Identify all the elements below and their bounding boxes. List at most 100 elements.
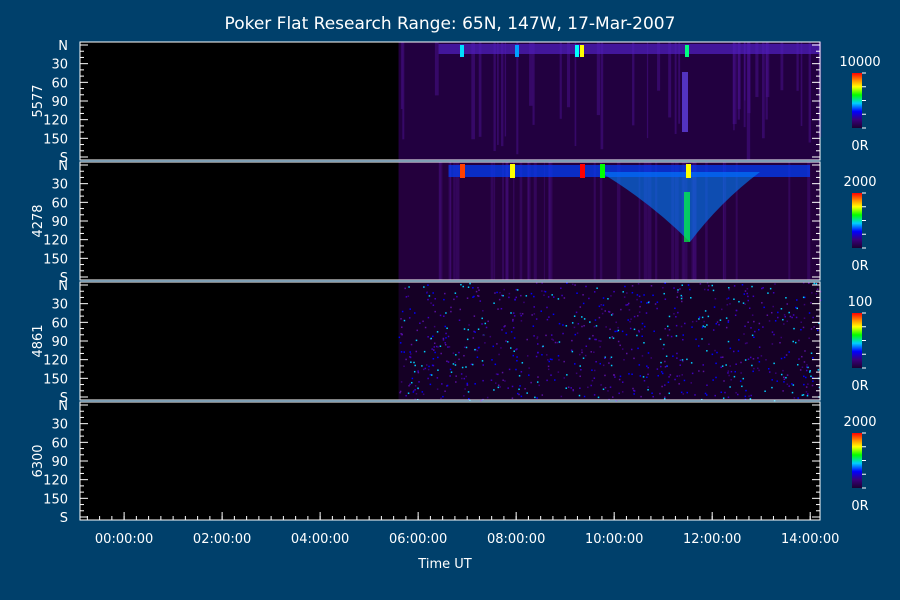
noise-pixel — [535, 355, 538, 358]
noise-pixel — [707, 315, 710, 318]
noise-pixel — [619, 344, 621, 347]
noise-pixel — [676, 375, 678, 377]
noise-pixel — [785, 354, 788, 356]
noise-pixel — [664, 384, 666, 386]
noise-pixel — [707, 289, 709, 291]
noise-pixel — [518, 388, 520, 391]
noise-pixel — [652, 395, 654, 398]
noise-pixel — [803, 303, 806, 306]
noise-pixel — [808, 282, 810, 285]
intensity-streak — [497, 42, 499, 145]
noise-pixel — [432, 335, 434, 338]
chart-title: Poker Flat Research Range: 65N, 147W, 17… — [225, 14, 676, 34]
intensity-streak — [527, 162, 531, 280]
noise-pixel — [497, 308, 499, 310]
noise-pixel — [680, 325, 683, 328]
noise-pixel — [730, 378, 732, 381]
noise-pixel — [500, 294, 503, 297]
noise-pixel — [501, 371, 504, 374]
noise-pixel — [447, 346, 449, 348]
noise-pixel — [446, 384, 449, 387]
noise-pixel — [494, 363, 497, 366]
noise-pixel — [713, 306, 716, 308]
noise-pixel — [548, 360, 550, 363]
noise-pixel — [660, 365, 662, 368]
noise-pixel — [801, 355, 803, 358]
noise-pixel — [600, 384, 602, 386]
noise-pixel — [773, 399, 776, 402]
noise-pixel — [478, 289, 480, 291]
noise-pixel — [712, 289, 715, 292]
noise-pixel — [609, 357, 612, 360]
noise-pixel — [475, 290, 478, 293]
noise-pixel — [489, 335, 492, 338]
noise-pixel — [581, 351, 583, 354]
noise-pixel — [633, 328, 636, 331]
noise-pixel — [414, 398, 416, 401]
intensity-streak — [788, 162, 791, 280]
intensity-streak — [501, 42, 504, 147]
y-tick-label: 120 — [43, 234, 68, 249]
noise-pixel — [780, 373, 783, 376]
noise-pixel — [598, 340, 600, 342]
noise-pixel — [762, 287, 764, 289]
noise-pixel — [664, 298, 667, 300]
noise-pixel — [608, 362, 610, 364]
noise-pixel — [784, 315, 786, 318]
noise-pixel — [714, 394, 716, 397]
noise-pixel — [626, 292, 628, 294]
noise-pixel — [515, 368, 517, 371]
noise-pixel — [418, 381, 420, 383]
noise-pixel — [737, 350, 740, 352]
noise-pixel — [422, 393, 425, 396]
noise-pixel — [668, 392, 671, 395]
x-tick-label: 08:00:00 — [487, 532, 545, 547]
noise-pixel — [466, 297, 469, 299]
noise-pixel — [777, 316, 779, 319]
noise-pixel — [541, 282, 543, 285]
noise-pixel — [570, 387, 572, 389]
noise-pixel — [482, 364, 484, 366]
noise-pixel — [729, 386, 731, 388]
noise-pixel — [550, 374, 552, 376]
y-tick-label: N — [58, 279, 68, 294]
noise-pixel — [679, 359, 682, 361]
noise-pixel — [497, 384, 500, 387]
noise-pixel — [400, 381, 403, 383]
intensity-field — [398, 162, 820, 280]
noise-pixel — [570, 349, 573, 352]
noise-pixel — [726, 298, 728, 300]
y-tick-label: 150 — [43, 372, 68, 387]
intensity-band — [438, 44, 820, 54]
noise-pixel — [479, 300, 482, 302]
noise-pixel — [474, 348, 476, 351]
noise-pixel — [582, 302, 585, 305]
noise-pixel — [408, 317, 411, 319]
noise-pixel — [735, 363, 737, 365]
noise-pixel — [812, 380, 814, 382]
noise-pixel — [676, 352, 678, 355]
noise-pixel — [667, 334, 669, 337]
noise-pixel — [716, 351, 718, 354]
intensity-streak — [722, 162, 724, 280]
noise-pixel — [545, 334, 547, 337]
noise-pixel — [595, 325, 598, 327]
noise-pixel — [536, 397, 538, 399]
noise-pixel — [602, 297, 605, 299]
colorbar-min-label: 0R — [851, 379, 868, 394]
noise-pixel — [423, 286, 425, 288]
noise-pixel — [797, 397, 799, 399]
noise-pixel — [467, 328, 470, 331]
noise-pixel — [735, 309, 738, 312]
noise-pixel — [472, 287, 474, 289]
noise-pixel — [647, 366, 649, 369]
noise-pixel — [663, 292, 665, 295]
noise-pixel — [647, 386, 649, 388]
noise-pixel — [638, 311, 641, 313]
noise-pixel — [747, 321, 749, 323]
noise-pixel — [502, 294, 504, 297]
intensity-streak — [532, 42, 535, 125]
noise-pixel — [720, 356, 722, 359]
noise-pixel — [725, 364, 727, 366]
noise-pixel — [466, 384, 469, 386]
